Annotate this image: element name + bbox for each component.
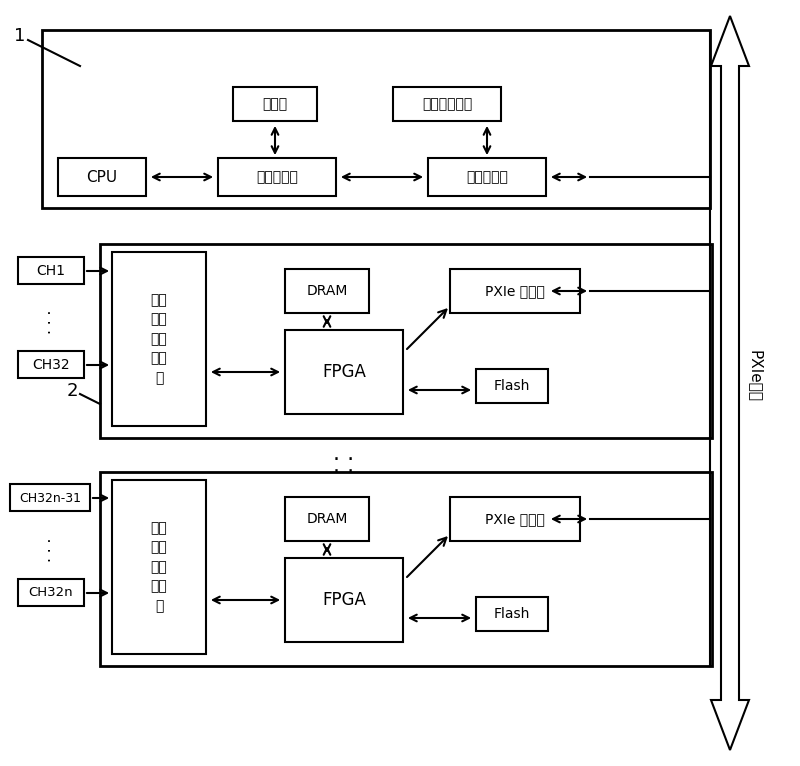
Text: · · ·: · · · (43, 538, 58, 562)
Text: DRAM: DRAM (306, 512, 348, 526)
Text: . .: . . (334, 444, 354, 464)
Text: 1: 1 (14, 27, 26, 45)
Bar (476, 597, 548, 631)
Bar (285, 269, 369, 313)
Bar (428, 158, 546, 196)
Bar (18, 579, 84, 606)
Text: CH32: CH32 (32, 358, 70, 372)
Bar (10, 484, 90, 511)
Bar (233, 87, 317, 121)
Text: 存储器: 存储器 (262, 97, 287, 111)
Bar (218, 158, 336, 196)
Bar (112, 252, 206, 426)
Text: . .: . . (334, 456, 354, 476)
Bar (100, 244, 712, 438)
Text: 南桥芯片组: 南桥芯片组 (466, 170, 508, 184)
Text: PXIe 控制器: PXIe 控制器 (485, 284, 545, 298)
Bar (476, 369, 548, 403)
Text: 硬件驱动模块: 硬件驱动模块 (422, 97, 472, 111)
Bar (18, 257, 84, 284)
Bar (393, 87, 501, 121)
Polygon shape (711, 16, 749, 750)
Text: DRAM: DRAM (306, 284, 348, 298)
Text: CPU: CPU (86, 169, 118, 185)
Bar (285, 497, 369, 541)
Text: Flash: Flash (494, 379, 530, 393)
Bar (42, 30, 710, 208)
Text: FPGA: FPGA (322, 363, 366, 381)
Bar (100, 472, 712, 666)
Text: CH32n: CH32n (29, 587, 74, 600)
Text: 2: 2 (66, 382, 78, 400)
Text: 北桥芯片组: 北桥芯片组 (256, 170, 298, 184)
Bar (450, 497, 580, 541)
Text: CH32n-31: CH32n-31 (19, 492, 81, 505)
Text: Flash: Flash (494, 607, 530, 621)
Text: · · ·: · · · (43, 309, 58, 334)
Text: 信号
调理
与采
集模
块: 信号 调理 与采 集模 块 (150, 293, 167, 385)
Bar (112, 480, 206, 654)
Bar (58, 158, 146, 196)
Bar (285, 330, 403, 414)
Text: CH1: CH1 (37, 264, 66, 278)
Text: PXIe 控制器: PXIe 控制器 (485, 512, 545, 526)
Bar (450, 269, 580, 313)
Text: PXIe背板: PXIe背板 (747, 350, 762, 402)
Text: FPGA: FPGA (322, 591, 366, 609)
Text: 信号
调理
与采
集模
块: 信号 调理 与采 集模 块 (150, 521, 167, 613)
Bar (18, 351, 84, 378)
Bar (285, 558, 403, 642)
